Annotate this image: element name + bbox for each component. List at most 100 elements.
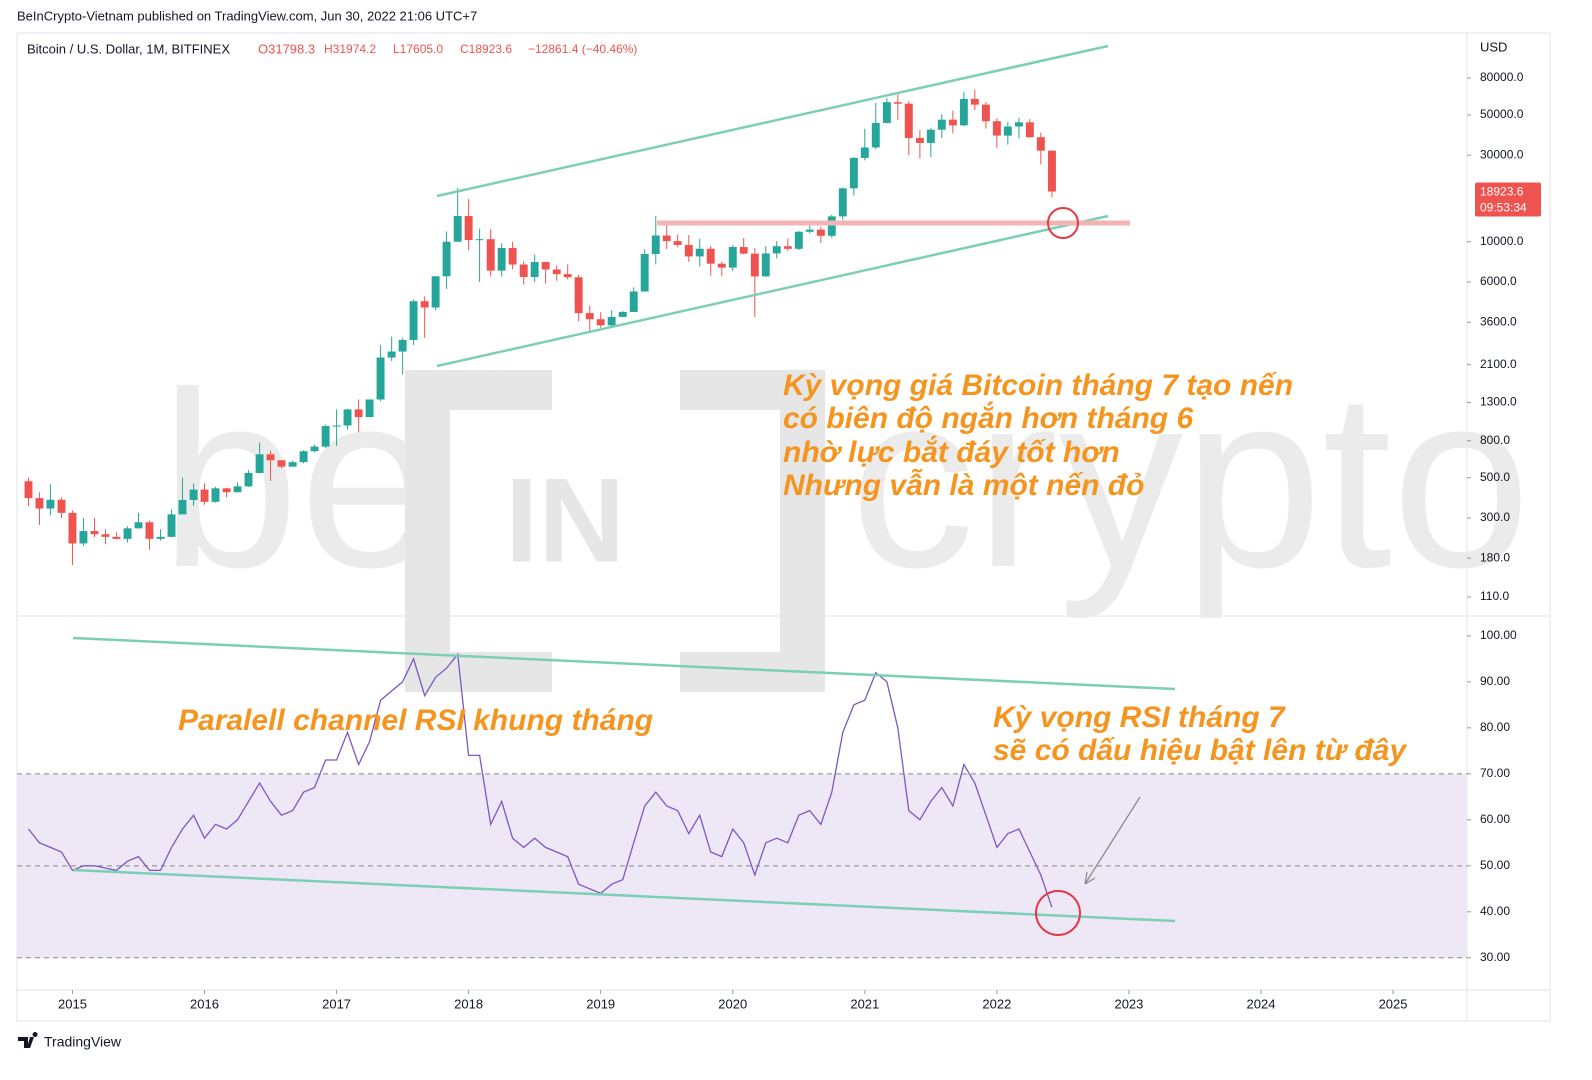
candle-body (299, 451, 308, 463)
legend-ohlc: H31974.2 (324, 42, 376, 56)
trend-line (72, 868, 1176, 923)
x-tick-label: 2017 (322, 996, 351, 1011)
y-tick-label: 10000.0 (1480, 234, 1524, 248)
footer-brand: TradingView (44, 1034, 122, 1050)
watermark-text: IN (505, 454, 625, 588)
candle-body (893, 102, 902, 104)
x-tick-label: 2024 (1247, 996, 1276, 1011)
watermark-text: crypto (850, 340, 1531, 619)
candle-body (629, 291, 638, 312)
candle-body (717, 263, 726, 268)
candle-body (574, 277, 583, 314)
candle-body (35, 498, 44, 509)
candle-body (68, 512, 77, 544)
candle-body (376, 357, 385, 400)
candle-body (156, 536, 165, 539)
y-tick-label: 50.00 (1480, 858, 1510, 872)
annotation: có biên độ ngắn hơn tháng 6 (783, 401, 1193, 435)
legend-change: −12861.4 (−40.46%) (528, 42, 637, 56)
candle-body (926, 129, 935, 143)
annotation: Kỳ vọng RSI tháng 7 (993, 701, 1286, 734)
candle-body (409, 301, 418, 340)
x-tick-label: 2019 (586, 996, 615, 1011)
highlight-circle (1035, 890, 1081, 936)
candle-body (750, 253, 759, 277)
candle-body (904, 103, 913, 139)
x-tick-label: 2025 (1379, 996, 1408, 1011)
candle-body (1003, 126, 1012, 136)
candle-body (662, 235, 671, 242)
candle-body (332, 425, 341, 427)
candle-body (24, 481, 33, 499)
candle-body (266, 454, 275, 461)
candle-body (112, 536, 121, 539)
candle-body (343, 409, 352, 426)
candle-body (211, 488, 220, 502)
candle-body (915, 138, 924, 143)
candle-body (508, 247, 517, 265)
y-tick-label: 70.00 (1480, 766, 1510, 780)
x-tick-label: 2020 (718, 996, 747, 1011)
last-price-label: 18923.6 (1480, 185, 1524, 199)
y-tick-label: 500.0 (1480, 470, 1510, 484)
candle-body (46, 499, 55, 509)
candle-body (222, 488, 231, 493)
candle-body (541, 262, 550, 270)
y-tick-label: 110.0 (1480, 589, 1509, 603)
candle-body (959, 98, 968, 126)
trend-line (72, 636, 1176, 691)
candle-body (79, 531, 88, 544)
countdown-label: 09:53:34 (1480, 201, 1527, 215)
candle-body (398, 339, 407, 352)
y-tick-label: 60.00 (1480, 812, 1510, 826)
candle-body (948, 119, 957, 126)
logo-mark (18, 1032, 38, 1048)
candle-body (277, 460, 286, 467)
candle-body (464, 216, 473, 241)
candle-body (827, 216, 836, 236)
y-tick-label: 6000.0 (1480, 274, 1517, 288)
candle-body (761, 253, 770, 277)
candle-body (805, 229, 814, 232)
marks-layer (24, 89, 1056, 908)
candle-body (189, 489, 198, 500)
x-tick-label: 2022 (982, 996, 1011, 1011)
annotation: Kỳ vọng giá Bitcoin tháng 7 tạo nến (783, 369, 1293, 402)
candle-body (783, 246, 792, 249)
y-tick-label: 40.00 (1480, 904, 1510, 918)
candle-body (640, 253, 649, 292)
x-tick-label: 2016 (190, 996, 219, 1011)
candle-body (772, 246, 781, 254)
candle-body (882, 102, 891, 123)
candle-body (838, 188, 847, 217)
annotation: Paralell channel RSI khung tháng (178, 704, 653, 737)
watermark-bracket (680, 370, 825, 692)
candle-body (552, 269, 561, 275)
candle-body (145, 522, 154, 539)
candle-body (123, 528, 132, 539)
legend-ohlc: C18923.6 (460, 42, 512, 56)
candle-body (816, 229, 825, 236)
y-tick-label: 80.00 (1480, 720, 1510, 734)
legend-symbol: Bitcoin / U.S. Dollar, 1M, BITFINEX (27, 41, 230, 56)
candle-body (497, 247, 506, 271)
candle-body (431, 276, 440, 308)
legend-ohlc: L17605.0 (393, 42, 443, 56)
watermark: be IN crypto (160, 340, 1531, 692)
candle-body (178, 499, 187, 515)
watermark-text: be (160, 340, 438, 619)
frame (16, 32, 1551, 1022)
candle-body (101, 534, 110, 537)
trend-line (436, 214, 1109, 368)
candle-body (1025, 122, 1034, 138)
candle-body (585, 313, 594, 320)
y-tick-label: 100.00 (1480, 628, 1517, 642)
x-tick-label: 2015 (58, 996, 87, 1011)
y-tick-label: 2100.0 (1480, 357, 1517, 371)
candle-body (992, 121, 1001, 136)
trend-line (436, 44, 1109, 198)
y-tick-label: 30.00 (1480, 950, 1510, 964)
watermark-bracket (405, 370, 552, 692)
x-tick-label: 2021 (850, 996, 879, 1011)
